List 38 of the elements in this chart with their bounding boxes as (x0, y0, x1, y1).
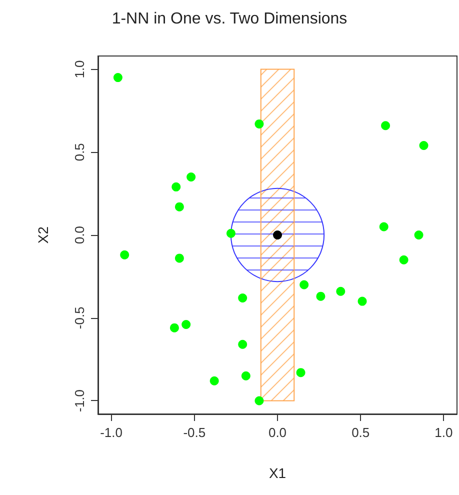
x-axis-title: X1 (268, 465, 286, 481)
y-tick-label: 1.0 (72, 60, 87, 78)
point (241, 371, 250, 380)
point (379, 222, 388, 232)
point (120, 250, 130, 260)
point (336, 286, 346, 296)
y-axis-title: X2 (35, 226, 51, 244)
y-tick-label: 0.0 (72, 226, 87, 244)
point (254, 396, 264, 406)
point (381, 121, 390, 130)
point (170, 323, 179, 332)
point (210, 376, 219, 386)
point (182, 320, 191, 329)
point (238, 340, 248, 349)
point (414, 230, 424, 240)
point (172, 182, 181, 192)
point (186, 172, 196, 182)
y-tick-label: -0.5 (72, 306, 87, 330)
y-tick-label: -1.0 (72, 390, 87, 412)
point (238, 293, 248, 302)
point (174, 254, 184, 263)
x-tick-label: -1.0 (100, 425, 122, 440)
x-tick-label: 1.0 (434, 425, 453, 440)
point (254, 119, 264, 128)
x-tick-label: 0.5 (352, 425, 370, 440)
point (296, 368, 306, 378)
point (419, 141, 428, 150)
point (358, 296, 367, 306)
x-tick-label: 0.0 (268, 425, 287, 440)
point (300, 280, 309, 290)
point (113, 73, 122, 82)
point (316, 292, 326, 301)
chart-title: 1-NN in One vs. Two Dimensions (112, 10, 348, 28)
point (226, 228, 236, 238)
x-tick-label: -0.5 (183, 425, 206, 440)
point (399, 255, 408, 264)
point (174, 202, 184, 212)
y-tick-label: 0.5 (72, 143, 87, 162)
